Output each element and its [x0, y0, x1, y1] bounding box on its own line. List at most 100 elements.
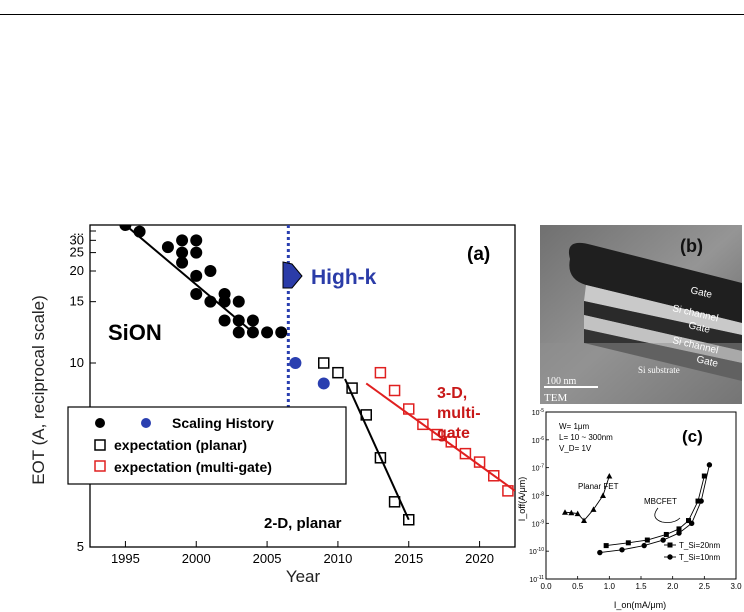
legend-multigate-marker: [94, 460, 106, 472]
data-point: [317, 377, 330, 390]
mbcfet-data-point: [625, 540, 631, 546]
y-tick-label: 25: [70, 245, 84, 260]
mbcfet-condition-l: L= 10 ~ 300nm: [559, 433, 613, 442]
highk-label: High-k: [311, 266, 377, 289]
data-point: [176, 246, 189, 259]
mbcfet-x-tick-label: 0.0: [540, 582, 552, 591]
data-point: [119, 225, 132, 231]
x-tick-label: 2020: [465, 551, 494, 566]
data-point: [232, 326, 245, 339]
mbcfet-data-point: [568, 509, 575, 516]
data-point: [261, 326, 274, 339]
plot-frame: [89, 224, 516, 548]
tem-label-gate-3: Gate: [695, 354, 719, 370]
mbcfet-data-point: [562, 509, 568, 515]
mbcfet-data-point: [590, 506, 597, 512]
mbcfet-data-point: [644, 537, 650, 543]
data-point: [246, 326, 259, 339]
data-point: [190, 234, 203, 247]
mbcfet-data-point: [597, 549, 603, 556]
y-tick-label: 30: [70, 232, 84, 247]
mbcfet-panel: 0.0 0.5 1.0 1.5 2.0 2.5 3.0 10-11 10-10 10-9 10-8…: [516, 404, 744, 612]
mbcfet-legend-10nm-text: T_Si=10nm: [679, 553, 720, 562]
y-tick-label: 20: [70, 263, 84, 278]
mbcfet-data-point: [695, 498, 701, 504]
multigate-label-line3: gate: [437, 425, 470, 442]
mbcfet-condition-vd: V_D= 1V: [559, 444, 592, 453]
tem-gate-top: [568, 242, 742, 323]
panel-label-b: (b): [680, 236, 703, 256]
mbcfet-y-tick-label: 10-9: [532, 519, 544, 528]
mbcfet-series-line: [606, 475, 705, 547]
mbcfet-legend-20nm-marker: [667, 542, 673, 548]
tem-gate-mid: [584, 301, 742, 351]
data-point: [473, 456, 486, 468]
mbcfet-data-point: [688, 520, 695, 527]
tem-channel-top: [584, 285, 742, 335]
data-point: [190, 269, 203, 282]
mbcfet-data-point: [686, 518, 691, 524]
legend-planar-text: expectation (planar): [114, 437, 247, 453]
tem-substrate: [540, 343, 742, 405]
mbcfet-data-point: [676, 530, 682, 536]
data-point: [488, 470, 500, 482]
top-rule: [0, 14, 744, 15]
mbcfet-data-point: [619, 547, 625, 553]
mbcfet-legend-20nm-text: T_Si=20nm: [679, 541, 720, 550]
tem-image-panel: Gate Si channel Gate Si channel Gate Si …: [540, 225, 742, 405]
mbcfet-y-tick-label: 10-8: [532, 492, 544, 501]
mbcfet-bracket-icon: [654, 507, 681, 523]
data-point: [403, 513, 415, 526]
mbcfet-y-tick-label: 10-6: [532, 436, 544, 445]
data-point: [190, 288, 203, 300]
mbcfet-x-tick-label: 2.0: [667, 582, 679, 591]
legend-scaling-blue-marker: [141, 418, 151, 428]
mbcfet-data-point: [574, 510, 581, 517]
planar-label: 2-D, planar: [264, 515, 342, 532]
mbcfet-data-point: [641, 542, 647, 549]
data-point: [360, 409, 372, 421]
mbcfet-mbcfet-label: MBCFET: [644, 497, 677, 506]
legend-planar-marker: [94, 439, 106, 451]
y-tick-label: ...: [73, 223, 84, 238]
tem-caption: TEM: [544, 392, 567, 404]
data-point: [204, 295, 217, 308]
data-point: [459, 447, 472, 460]
tem-scale-bar-text: 100 nm: [546, 376, 577, 387]
mbcfet-x-tick-label: 1.5: [635, 582, 647, 591]
legend-multigate-text: expectation (multi-gate): [114, 459, 272, 475]
mbcfet-planar-label: Planar FET: [578, 482, 619, 491]
data-point: [374, 366, 387, 379]
data-point: [332, 366, 344, 379]
x-tick-label: 2000: [182, 551, 211, 566]
mbcfet-background: [516, 404, 744, 612]
mbcfet-x-tick-label: 3.0: [730, 582, 742, 591]
data-point: [289, 357, 302, 369]
mbcfet-data-point: [660, 537, 666, 543]
legend-scaling-text: Scaling History: [172, 415, 274, 431]
data-point: [232, 295, 245, 308]
data-point: [176, 234, 189, 247]
data-point: [218, 295, 231, 308]
data-point: [161, 241, 174, 254]
x-tick-label: 2015: [394, 551, 423, 566]
trend-line: [365, 382, 515, 492]
x-tick-label: 2010: [323, 551, 352, 566]
multigate-label-line1: 3-D,: [437, 385, 467, 402]
mbcfet-data-point: [698, 498, 704, 504]
data-point: [204, 265, 217, 277]
mbcfet-data-point: [606, 473, 613, 479]
tem-label-gate-1: Gate: [689, 285, 713, 301]
mbcfet-condition-w: W= 1μm: [559, 422, 590, 431]
mbcfet-data-point: [603, 543, 609, 549]
mbcfet-legend: T_Si=20nm T_Si=10nm: [664, 541, 720, 562]
sion-label: SiON: [108, 320, 162, 345]
legend: Scaling History expectation (planar) exp…: [67, 406, 347, 485]
data-point: [346, 382, 358, 394]
mbcfet-x-label: I_on(mA/μm): [614, 600, 666, 610]
data-point: [388, 384, 401, 397]
data-point: [275, 326, 288, 339]
data-point: [232, 314, 245, 327]
mbcfet-x-tick-label: 1.0: [604, 582, 616, 591]
data-point: [403, 403, 415, 415]
